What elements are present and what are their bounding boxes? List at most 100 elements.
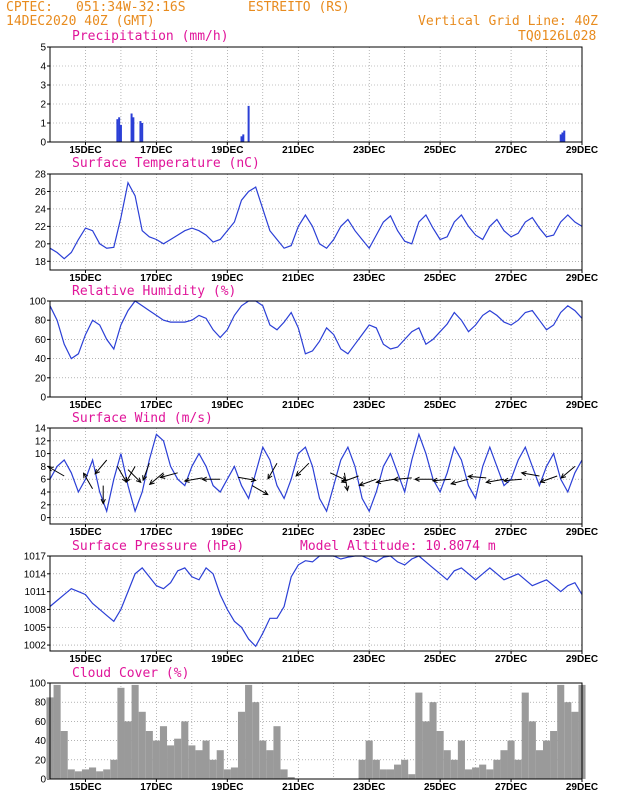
wind-y-tick-label: 6 bbox=[40, 475, 46, 486]
wind-y-tick-label: 12 bbox=[35, 436, 47, 447]
wind-arrow-head bbox=[262, 490, 269, 496]
rh-x-tick-label: 27DEC bbox=[495, 400, 527, 411]
temp-series-line bbox=[49, 180, 583, 260]
cloud-cover-bar bbox=[131, 684, 139, 779]
cloud-cover-bar bbox=[124, 721, 132, 779]
cloud-cover-bar bbox=[528, 721, 536, 779]
precip-frame bbox=[49, 46, 583, 143]
cloud-cover-bar bbox=[500, 750, 508, 779]
rh-x-tick-label: 29DEC bbox=[566, 400, 598, 411]
wind-arrow-head bbox=[82, 472, 88, 479]
wind-title: Surface Wind (m/s) bbox=[72, 411, 213, 426]
wind-arrow-shaft bbox=[521, 472, 540, 477]
wind-arrow-head bbox=[560, 473, 567, 479]
cloud-cover-bar bbox=[223, 769, 231, 779]
wind-y-tick-label: 0 bbox=[40, 513, 46, 524]
cloud-cover-bar bbox=[174, 738, 182, 779]
header: CPTEC: 051:34W-32:16S ESTREITO (RS) 14DE… bbox=[6, 0, 598, 44]
wind-series-line bbox=[49, 432, 583, 514]
cloud-cover-bar bbox=[408, 774, 416, 779]
cloud-cover-bar bbox=[422, 721, 430, 779]
cloud-x-tick-label: 17DEC bbox=[140, 782, 172, 793]
wind-arrow-head bbox=[94, 468, 100, 475]
wind-arrow-shaft bbox=[450, 478, 469, 485]
wind-x-tick-label: 27DEC bbox=[495, 527, 527, 538]
precipitation-title: Precipitation (mm/h) bbox=[72, 29, 229, 44]
wind-arrow-head bbox=[502, 477, 509, 484]
wind-arrow-shaft bbox=[237, 476, 256, 481]
cloud-cover-bar bbox=[167, 745, 175, 779]
cloud-x-tick-label: 23DEC bbox=[353, 782, 385, 793]
cloud-cover-bar bbox=[542, 740, 551, 779]
cloud-cover-bar bbox=[181, 721, 189, 779]
rh-y-tick-label: 40 bbox=[35, 354, 47, 365]
pressure-y-tick-label: 1014 bbox=[24, 569, 47, 580]
rh-y-tick-label: 100 bbox=[29, 297, 46, 308]
wind-arrow-shaft bbox=[94, 459, 108, 475]
cloud-cover-bar bbox=[89, 767, 97, 779]
wind-x-tick-label: 23DEC bbox=[353, 527, 385, 538]
precip-bar bbox=[563, 130, 566, 142]
precip-x-tick-label: 15DEC bbox=[69, 145, 101, 156]
cloud-y-tick-label: 80 bbox=[35, 698, 47, 709]
wind-arrow-head bbox=[340, 478, 347, 484]
cloud-cover-bar bbox=[571, 711, 579, 779]
cloud-cover-bar bbox=[493, 759, 501, 779]
cloud-cover-bar bbox=[273, 726, 281, 779]
cloud-cover-bar bbox=[280, 769, 288, 779]
cloud-cover-bar bbox=[216, 750, 224, 779]
wind-y-tick-label: 10 bbox=[35, 449, 47, 460]
precip-y-tick-label: 2 bbox=[40, 100, 46, 111]
cloud-cover-bar bbox=[96, 771, 104, 779]
wind-arrow-head bbox=[159, 473, 166, 479]
header-date: 14DEC2020 40Z (GMT) bbox=[6, 14, 155, 29]
pressure-frame bbox=[49, 555, 583, 652]
rh-y-tick-label: 60 bbox=[35, 335, 47, 346]
wind-y-tick-label: 14 bbox=[35, 424, 47, 435]
cloud-cover-bar bbox=[365, 740, 373, 779]
cloud-cover-bar bbox=[159, 726, 168, 779]
cloud-x-tick-label: 15DEC bbox=[69, 782, 101, 793]
wind-arrow-head bbox=[467, 474, 474, 480]
temperature-title: Surface Temperature (nC) bbox=[72, 156, 260, 171]
wind-arrow-head bbox=[344, 485, 350, 492]
wind-arrow-head bbox=[450, 480, 457, 486]
model-altitude: Model Altitude: 10.8074 m bbox=[300, 539, 496, 554]
cloud-cover-bar bbox=[53, 684, 61, 779]
pressure-x-tick-label: 23DEC bbox=[353, 654, 385, 665]
wind-arrow-shaft bbox=[251, 485, 268, 496]
cloud-cover-bar bbox=[557, 684, 565, 779]
wind-arrow-shaft bbox=[359, 478, 377, 486]
precip-bar bbox=[118, 117, 121, 142]
pressure-y-tick-label: 1011 bbox=[24, 587, 46, 598]
pressure-x-tick-label: 17DEC bbox=[140, 654, 172, 665]
precip-bar bbox=[247, 105, 250, 142]
wind-arrow-head bbox=[358, 481, 365, 487]
cloud-cover-bar bbox=[67, 769, 75, 779]
cloud-cover-bar bbox=[429, 702, 437, 779]
cloud-cover-bar bbox=[386, 769, 395, 779]
cloud-cover-panel: Cloud Cover (%) 0 20 40 60 80 100 15DEC 17DEC 19… bbox=[29, 666, 598, 793]
header-org: CPTEC: bbox=[6, 0, 53, 15]
pressure-x-tick-label: 15DEC bbox=[69, 654, 101, 665]
rh-y-tick-label: 0 bbox=[40, 393, 46, 404]
temperature-panel: Surface Temperature (nC) 18 20 22 24 26 28 15D… bbox=[35, 156, 598, 284]
wind-arrow-head bbox=[539, 478, 546, 484]
wind-arrow-head bbox=[485, 478, 492, 485]
cloud-x-tick-label: 29DEC bbox=[566, 782, 598, 793]
temp-x-tick-label: 25DEC bbox=[424, 273, 456, 284]
wind-arrow-shaft bbox=[142, 463, 150, 481]
wind-arrow-shaft bbox=[160, 472, 178, 478]
wind-arrow-head bbox=[413, 476, 420, 482]
cloud-cover-bar bbox=[152, 740, 160, 779]
temp-x-tick-label: 23DEC bbox=[353, 273, 385, 284]
cloud-cover-bar bbox=[195, 750, 203, 779]
wind-arrow-head bbox=[142, 475, 148, 482]
cloud-cover-bar bbox=[436, 731, 444, 779]
cloud-cover-bar bbox=[103, 769, 111, 779]
wind-arrow-shaft bbox=[295, 462, 310, 477]
cloud-cover-bar bbox=[379, 769, 387, 779]
wind-x-tick-label: 19DEC bbox=[211, 527, 243, 538]
